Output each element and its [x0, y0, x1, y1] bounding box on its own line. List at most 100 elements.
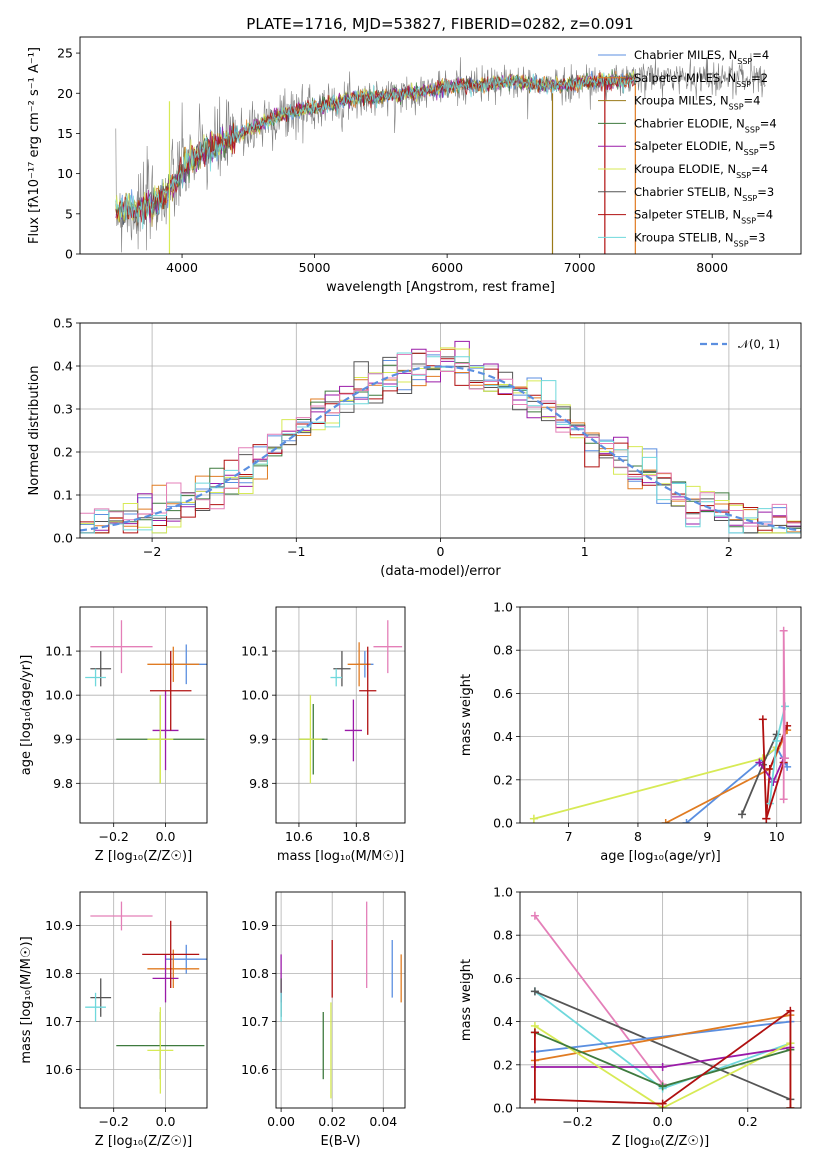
legend-label-0: Chabrier MILES, NSSP=4 — [634, 48, 769, 66]
y-tick-label: 9.9 — [53, 732, 73, 747]
mass_vs_Z-marks — [85, 901, 207, 1094]
age_vs_mass-axes: 10.6 10.8 9.8 9.9 10.0 10.1 mass [log₁₀(M/M☉)] — [241, 606, 406, 864]
x-tick-label: 4000 — [166, 260, 198, 275]
x-tick-label: −1 — [287, 544, 305, 559]
legend-label-4: Salpeter ELODIE, NSSP=5 — [634, 139, 776, 157]
legend-count: =4 — [756, 208, 773, 222]
y-tick-label: 25 — [57, 46, 73, 61]
legend-label-normal: 𝒩(0, 1) — [738, 337, 780, 351]
x-tick-label: −2 — [143, 544, 161, 559]
model-line-7 — [115, 72, 637, 223]
x-tick-label: 1 — [581, 544, 589, 559]
x-tick-label: 2 — [725, 544, 733, 559]
y-tick-label: 0.6 — [493, 686, 513, 701]
y-axis-label: Flux [fλ10⁻¹⁷ erg cm⁻² s⁻¹ A⁻¹] — [27, 47, 42, 244]
y-tick-label: 10.0 — [45, 688, 73, 703]
axes-frame — [519, 891, 802, 1109]
x-tick-label: 8000 — [696, 260, 728, 275]
mass_vs_ebv-axes: 0.00 0.02 0.04 10.6 10.7 10.8 10.9 E(B-V) — [241, 891, 406, 1149]
x-axis-label: E(B-V) — [320, 1134, 360, 1149]
y-tick-label: 20 — [57, 86, 73, 101]
y-tick-label: 0.4 — [53, 359, 73, 374]
legend-count: =4 — [760, 116, 777, 130]
y-tick-label: 0 — [65, 247, 73, 262]
x-tick-label: 5000 — [299, 260, 331, 275]
axes-frame — [79, 606, 208, 824]
y-tick-label: 15 — [57, 126, 73, 141]
y-tick-label: 1.0 — [493, 600, 513, 615]
normal-curve — [80, 365, 801, 532]
x-tick-label: 7000 — [564, 260, 596, 275]
legend-subscript: SSP — [741, 216, 756, 225]
y-axis-label: Normed distribution — [27, 366, 42, 496]
massweight_vs_Z-axes: −0.2 0.0 0.2 0.0 0.2 0.4 0.6 0.8 1.0 Z [log₁₀(Z/Z… — [459, 885, 802, 1149]
x-tick-label: 9 — [703, 829, 711, 844]
series-line-2 — [533, 746, 778, 820]
legend-subscript: SSP — [736, 171, 751, 180]
legend-label-8: Kroupa STELIB, NSSP=3 — [634, 230, 765, 248]
residual_histogram-axes: −2 −1 0 1 2 0.0 0.1 0.2 0.3 0.4 0.5 (data-model)/er… — [27, 316, 802, 579]
series-line-3 — [534, 1020, 791, 1053]
legend-count: =3 — [757, 185, 774, 199]
massweight_vs_Z-marks — [530, 911, 795, 1108]
y-tick-label: 9.9 — [249, 732, 269, 747]
y-tick-label: 0.6 — [493, 971, 513, 986]
legend-count: =4 — [744, 94, 761, 108]
legend-label-2: Kroupa MILES, NSSP=4 — [634, 94, 760, 112]
y-tick-label: 10.8 — [45, 966, 73, 981]
axes-frame — [275, 606, 406, 824]
x-tick-label: −0.2 — [562, 1114, 592, 1129]
legend-label-1: Salpeter MILES, NSSP=2 — [634, 71, 768, 89]
x-tick-label: −0.2 — [99, 829, 129, 844]
x-axis-label: Z [log₁₀(Z/Z☉)] — [612, 1134, 709, 1149]
y-tick-label: 10.6 — [45, 1062, 73, 1077]
x-tick-label: 0.00 — [267, 1114, 295, 1129]
y-tick-label: 0.2 — [493, 1057, 513, 1072]
y-tick-label: 9.8 — [53, 776, 73, 791]
x-tick-label: 10.8 — [342, 829, 370, 844]
legend-label-5: Kroupa ELODIE, NSSP=4 — [634, 162, 768, 180]
y-tick-label: 10.6 — [241, 1062, 269, 1077]
axes-frame — [79, 891, 208, 1109]
y-tick-label: 10.1 — [241, 644, 269, 659]
age_vs_Z-marks — [85, 620, 207, 784]
y-tick-label: 5 — [65, 206, 73, 221]
y-tick-label: 10.9 — [45, 918, 73, 933]
figure-title: PLATE=1716, MJD=53827, FIBERID=0282, z=0… — [246, 15, 633, 33]
y-tick-label: 0.2 — [53, 445, 73, 460]
x-axis-label: age [log₁₀(age/yr)] — [600, 849, 721, 864]
legend-label-3: Chabrier ELODIE, NSSP=4 — [634, 116, 777, 133]
histogram-step-2 — [80, 352, 801, 538]
legend-subscript: SSP — [737, 57, 752, 66]
x-tick-label: 0.0 — [653, 1114, 673, 1129]
y-tick-label: 0.0 — [53, 531, 73, 546]
series-line-6 — [534, 1025, 791, 1108]
x-tick-label: 0.2 — [738, 1114, 758, 1129]
y-tick-label: 0.1 — [53, 488, 73, 503]
y-tick-label: 0.0 — [493, 1101, 513, 1116]
y-tick-label: 0.3 — [53, 402, 73, 417]
x-axis-label: Z [log₁₀(Z/Z☉)] — [95, 1134, 192, 1149]
y-tick-label: 10 — [57, 166, 73, 181]
legend-count: =5 — [759, 139, 776, 153]
series-line-0 — [534, 915, 664, 1085]
x-tick-label: 10 — [769, 829, 785, 844]
plots-layer: 4000 5000 6000 7000 8000 0 5 10 15 20 25 wavelength… — [19, 36, 802, 1149]
x-tick-label: 0.0 — [156, 829, 176, 844]
y-tick-label: 9.8 — [249, 776, 269, 791]
x-axis-label: wavelength [Angstrom, rest frame] — [326, 280, 555, 295]
x-axis-label: Z [log₁₀(Z/Z☉)] — [95, 849, 192, 864]
series-line-2 — [534, 990, 791, 1101]
y-tick-label: 0.5 — [53, 316, 73, 331]
series-line-8 — [782, 630, 786, 800]
x-axis-label: mass [log₁₀(M/M☉)] — [277, 849, 404, 864]
y-tick-label: 0.4 — [493, 729, 513, 744]
x-tick-label: 6000 — [431, 260, 463, 275]
x-tick-label: 10.6 — [285, 829, 313, 844]
massweight_vs_age-axes: 7 8 9 10 0.0 0.2 0.4 0.6 0.8 1.0 age [log₁₀(age/yr… — [459, 600, 802, 864]
age_vs_Z-axes: −0.2 0.0 9.8 9.9 10.0 10.1 Z [log₁₀(Z/Z☉)] age … — [19, 606, 208, 864]
mass_vs_Z-axes: −0.2 0.0 10.6 10.7 10.8 10.9 Z [log₁₀(Z/Z☉)] ma… — [19, 891, 208, 1149]
massweight_vs_age-marks — [529, 626, 792, 823]
series-line-6 — [768, 706, 786, 804]
histogram-step-8 — [80, 350, 801, 538]
